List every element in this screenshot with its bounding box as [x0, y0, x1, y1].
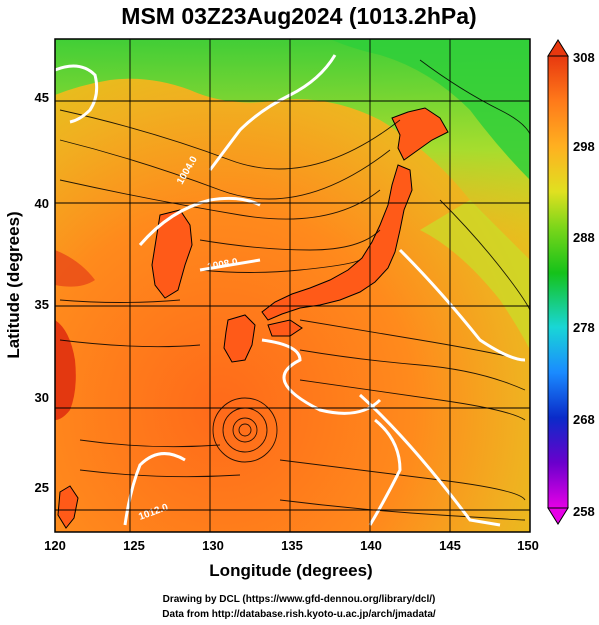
streamline — [59, 339, 201, 348]
green-northeast — [330, 39, 530, 180]
vortex-ring — [232, 417, 258, 443]
isobar — [208, 54, 337, 171]
colorbar: 308 298 288 278 268 258 — [547, 39, 595, 525]
lon-tick-label: 140 — [360, 538, 382, 553]
streamline — [59, 139, 391, 200]
x-axis-ticks: 120 125 130 135 140 145 150 — [44, 538, 539, 553]
korea — [151, 209, 193, 299]
streamline — [79, 439, 221, 448]
kyushu — [223, 314, 256, 363]
isobar — [398, 248, 526, 362]
streamline — [299, 349, 526, 391]
y-axis-label: Latitude (degrees) — [4, 211, 23, 358]
colorbar-gradient — [547, 55, 569, 509]
hokkaido — [391, 107, 449, 161]
lon-tick-label: 135 — [281, 538, 303, 553]
colorbar-bottom-arrow — [547, 507, 569, 525]
colorbar-top-arrow — [547, 39, 569, 57]
lon-tick-label: 120 — [44, 538, 66, 553]
colorbar-tick-label: 258 — [573, 504, 595, 519]
streamline — [79, 469, 241, 478]
vortex-ring — [238, 423, 252, 437]
streamline — [279, 459, 526, 501]
y-axis-ticks: 25 30 35 40 45 — [35, 90, 49, 495]
grid — [55, 39, 530, 532]
streamline — [59, 109, 401, 170]
lat-tick-label: 30 — [35, 390, 49, 405]
isobar — [123, 452, 186, 526]
hot-korea-north — [55, 250, 95, 287]
isobar — [199, 258, 261, 272]
isobar — [358, 393, 501, 527]
yellow-east-band — [420, 200, 530, 350]
colorbar-tick-label: 308 — [573, 50, 595, 65]
colorbar-tick-label: 268 — [573, 412, 595, 427]
lat-tick-label: 35 — [35, 297, 49, 312]
colorbar-tick-label: 298 — [573, 139, 595, 154]
streamline — [439, 199, 530, 320]
colorbar-tick-label: 288 — [573, 230, 595, 245]
lat-tick-label: 45 — [35, 90, 49, 105]
streamline — [199, 229, 381, 251]
contour-label: 1008.0 — [207, 257, 239, 273]
map-plot: 1004.0 1008.0 1012.0 — [55, 39, 530, 532]
isobar — [55, 64, 99, 124]
streamline — [419, 59, 530, 150]
credit-drawing: Drawing by DCL (https://www.gfd-dennou.o… — [163, 594, 436, 605]
hot-china-coast — [55, 320, 76, 420]
credit-data: Data from http://database.rish.kyoto-u.a… — [162, 609, 436, 620]
x-axis-label: Longitude (degrees) — [209, 561, 372, 580]
lat-tick-label: 40 — [35, 196, 49, 211]
map-frame — [54, 38, 531, 533]
lon-tick-label: 125 — [123, 538, 145, 553]
figure-title: MSM 03Z23Aug2024 (1013.2hPa) — [121, 3, 476, 29]
shikoku — [267, 319, 303, 337]
lon-tick-label: 145 — [439, 538, 461, 553]
lat-tick-label: 25 — [35, 480, 49, 495]
streamline — [199, 259, 361, 273]
streamline — [59, 179, 381, 220]
streamline — [299, 319, 526, 361]
japan-land — [57, 107, 449, 529]
taiwan — [57, 485, 79, 529]
lon-tick-label: 130 — [202, 538, 224, 553]
cool-north-region — [55, 39, 530, 260]
streamline — [59, 299, 181, 303]
streamline — [299, 379, 526, 421]
lon-tick-label: 150 — [517, 538, 539, 553]
streamline — [279, 499, 526, 521]
colorbar-tick-label: 278 — [573, 320, 595, 335]
isobar — [261, 338, 382, 415]
vortex-ring — [212, 397, 278, 463]
